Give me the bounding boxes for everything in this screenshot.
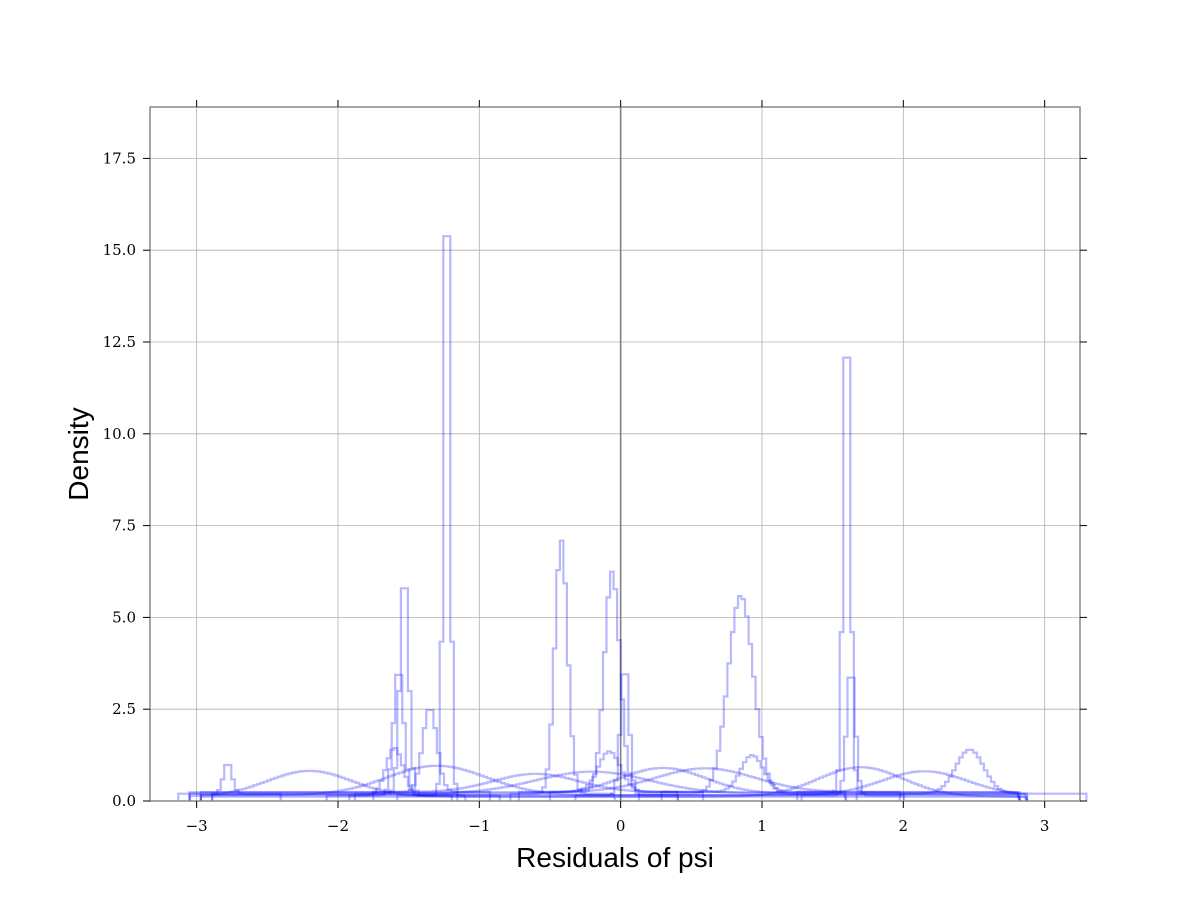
x-tick-label: 1: [757, 817, 767, 835]
histogram-series-peak: [353, 587, 459, 801]
histogram-series-peak: [325, 747, 467, 802]
histogram-series-broad: [211, 770, 1021, 802]
histogram-series-broad: [199, 772, 1021, 802]
y-tick-label: 5.0: [112, 608, 136, 626]
histogram-series-broad: [199, 766, 1028, 802]
x-tick-label: 0: [616, 817, 626, 835]
histogram-series-peak: [372, 708, 491, 801]
x-tick-label: −2: [327, 817, 349, 835]
x-tick-label: −3: [186, 817, 208, 835]
tick-layer: −3 −2 −1 0 1 2 3 0.0 2.5 5.0 7.5 10.0 12.5 15.0 17.5: [103, 100, 1087, 835]
x-axis-label: Residuals of psi: [516, 842, 714, 873]
grid-layer: [150, 107, 1080, 802]
y-tick-label: 10.0: [103, 425, 136, 443]
axes-frame: [149, 106, 1081, 802]
histogram-series-broad: [211, 770, 1029, 802]
histogram-series-broad: [188, 769, 1029, 801]
x-tick-label: −1: [468, 817, 490, 835]
histogram-series-peak: [660, 754, 848, 802]
histogram-series-broad: [199, 764, 1021, 802]
histogram-series-peak: [396, 235, 501, 801]
y-tick-label: 7.5: [112, 517, 136, 535]
histogram-series-broad: [188, 767, 1021, 801]
y-tick-label: 17.5: [103, 149, 136, 167]
histogram-series-peak: [796, 356, 901, 801]
x-tick-label: 3: [1040, 817, 1050, 835]
histogram-series-peak: [548, 570, 679, 802]
histogram-series-peak: [855, 748, 1088, 801]
histogram-series-peak: [517, 750, 705, 802]
x-tick-label: 2: [899, 817, 909, 835]
histogram-series-peak: [574, 673, 679, 801]
histogram-series-peak: [800, 676, 906, 801]
histogram-series-peak: [348, 673, 453, 801]
histogram-series-peak: [509, 539, 617, 802]
histogram-series-peak: [177, 763, 282, 801]
histogram-series-broad: [188, 766, 1029, 801]
y-tick-label: 0.0: [112, 792, 136, 810]
y-tick-label: 12.5: [103, 333, 136, 351]
series-layer: [177, 235, 1088, 802]
y-tick-label: 2.5: [112, 700, 136, 718]
y-tick-label: 15.0: [103, 241, 136, 259]
histogram-series-peak: [637, 595, 848, 802]
y-axis-label: Density: [63, 407, 94, 500]
